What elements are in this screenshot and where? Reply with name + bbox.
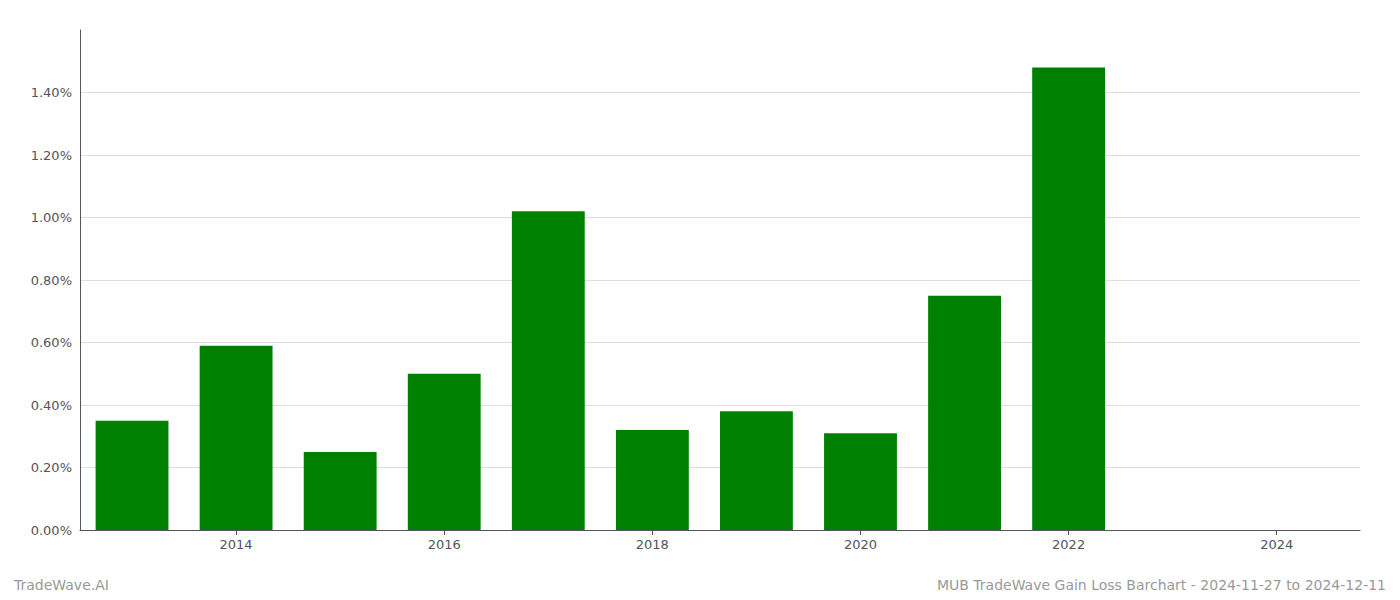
svg-text:1.00%: 1.00% bbox=[31, 210, 72, 225]
svg-text:2020: 2020 bbox=[844, 537, 877, 552]
svg-text:MUB TradeWave Gain Loss Barcha: MUB TradeWave Gain Loss Barchart - 2024-… bbox=[937, 577, 1386, 593]
svg-text:2014: 2014 bbox=[220, 537, 253, 552]
svg-text:0.20%: 0.20% bbox=[31, 460, 72, 475]
svg-text:TradeWave.AI: TradeWave.AI bbox=[13, 577, 109, 593]
svg-text:1.40%: 1.40% bbox=[31, 85, 72, 100]
svg-text:0.60%: 0.60% bbox=[31, 335, 72, 350]
svg-text:2018: 2018 bbox=[636, 537, 669, 552]
svg-text:2022: 2022 bbox=[1052, 537, 1085, 552]
svg-text:0.40%: 0.40% bbox=[31, 398, 72, 413]
svg-text:0.80%: 0.80% bbox=[31, 273, 72, 288]
svg-text:2024: 2024 bbox=[1260, 537, 1293, 552]
svg-text:0.00%: 0.00% bbox=[31, 523, 72, 538]
svg-text:1.20%: 1.20% bbox=[31, 148, 72, 163]
svg-text:2016: 2016 bbox=[428, 537, 461, 552]
